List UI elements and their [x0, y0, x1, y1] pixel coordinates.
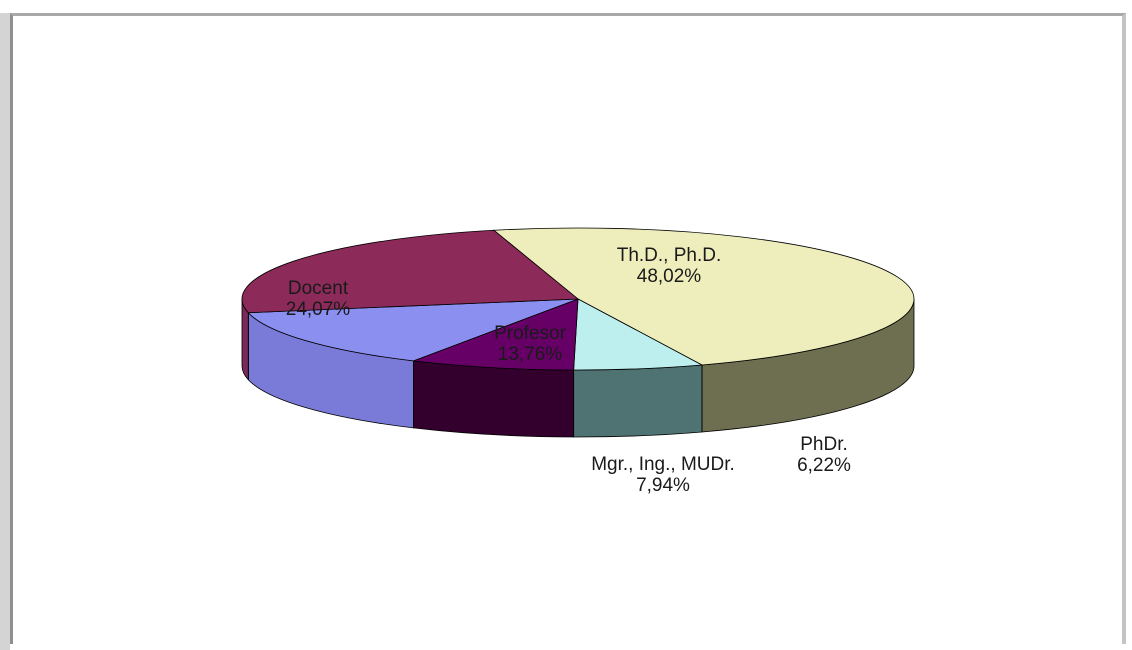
slice-name-label: PhDr.: [800, 434, 848, 455]
pie-side-phdr: [573, 364, 703, 438]
slice-percent-label: 7,94%: [636, 475, 690, 496]
slice-name-label: Docent: [288, 278, 349, 299]
pie-side-mgr-ing-mudr: [413, 360, 575, 438]
data-label-phdr: PhDr. 6,22%: [797, 434, 851, 476]
pie-slice-profesor: [247, 298, 579, 362]
frame-left-edge: [0, 13, 10, 650]
slice-name-label: Profesor: [494, 323, 566, 344]
data-label-th-d-ph-d: Th.D., Ph.D. 48,02%: [617, 245, 722, 287]
pie-slice-phdr: [573, 298, 704, 371]
data-label-profesor: Profesor 13,76%: [494, 323, 566, 365]
data-label-docent: Docent 24,07%: [286, 278, 351, 320]
pie-slice-th-d-ph-d: [492, 227, 915, 366]
slice-percent-label: 6,22%: [797, 455, 851, 476]
slice-percent-label: 13,76%: [498, 344, 563, 365]
page-top: [0, 0, 1132, 13]
pie-slice-mgr-ing-mudr: [413, 298, 579, 371]
slice-name-label: Mgr., Ing., MUDr.: [591, 454, 735, 475]
data-label-mgr-ing-mudr: Mgr., Ing., MUDr. 7,94%: [591, 454, 735, 496]
pie-slice-docent: [241, 229, 580, 314]
slice-percent-label: 24,07%: [286, 299, 351, 320]
slice-name-label: Th.D., Ph.D.: [617, 245, 722, 266]
slice-percent-label: 48,02%: [637, 266, 702, 287]
